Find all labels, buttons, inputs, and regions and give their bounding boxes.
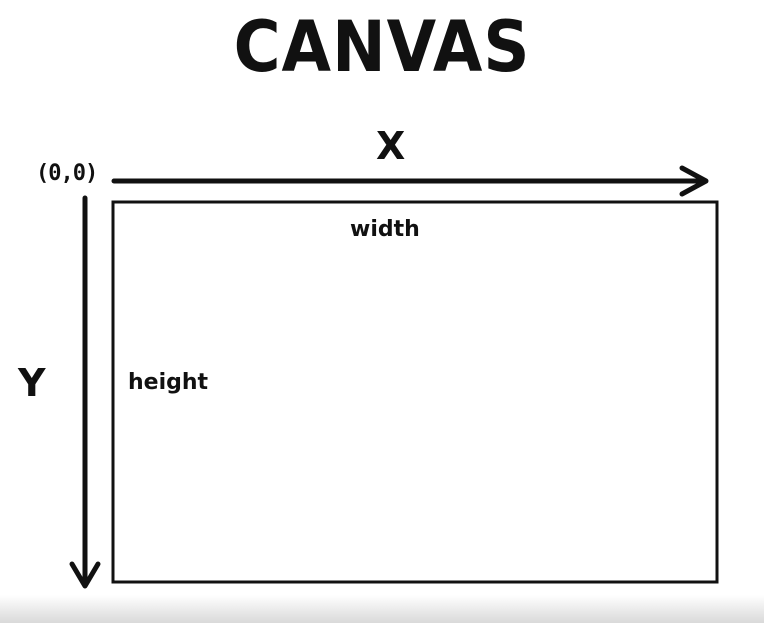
x-axis-label: X: [376, 124, 406, 168]
x-axis-arrow: [111, 165, 709, 197]
height-label: height: [128, 370, 209, 395]
origin-label: (0,0): [36, 161, 98, 186]
y-axis-arrow: [69, 195, 101, 589]
y-axis-label: Y: [18, 361, 46, 405]
bottom-shadow-bar: [0, 595, 764, 623]
diagram-title: CANVAS: [233, 7, 531, 89]
canvas-rectangle: [111, 200, 719, 584]
width-label: width: [350, 217, 420, 242]
